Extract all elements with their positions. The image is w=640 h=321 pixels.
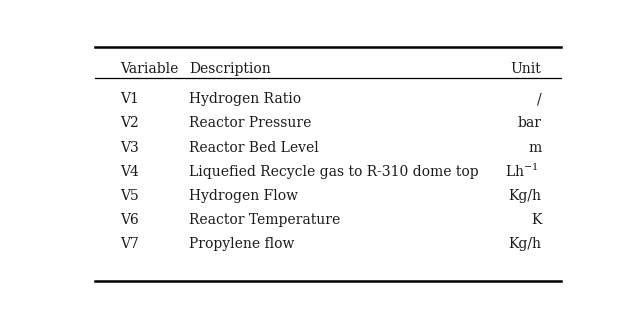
Text: Variable: Variable: [120, 62, 178, 76]
Text: Reactor Pressure: Reactor Pressure: [189, 116, 312, 130]
Text: Kg/h: Kg/h: [508, 189, 541, 203]
Text: /: /: [537, 92, 541, 106]
Text: Reactor Bed Level: Reactor Bed Level: [189, 141, 319, 154]
Text: V1: V1: [120, 92, 138, 106]
Text: V2: V2: [120, 116, 138, 130]
Text: V7: V7: [120, 238, 138, 251]
Text: V5: V5: [120, 189, 138, 203]
Text: K: K: [531, 213, 541, 227]
Text: V3: V3: [120, 141, 138, 154]
Text: Description: Description: [189, 62, 271, 76]
Text: V4: V4: [120, 165, 138, 179]
Text: $\mathregular{Lh^{-1}}$: $\mathregular{Lh^{-1}}$: [506, 163, 539, 180]
Text: m: m: [528, 141, 541, 154]
Text: Reactor Temperature: Reactor Temperature: [189, 213, 340, 227]
Text: Propylene flow: Propylene flow: [189, 238, 294, 251]
Text: Liquefied Recycle gas to R-310 dome top: Liquefied Recycle gas to R-310 dome top: [189, 165, 479, 179]
Text: bar: bar: [517, 116, 541, 130]
Text: Hydrogen Flow: Hydrogen Flow: [189, 189, 298, 203]
Text: Kg/h: Kg/h: [508, 238, 541, 251]
Text: Unit: Unit: [511, 62, 541, 76]
Text: V6: V6: [120, 213, 138, 227]
Text: Hydrogen Ratio: Hydrogen Ratio: [189, 92, 301, 106]
